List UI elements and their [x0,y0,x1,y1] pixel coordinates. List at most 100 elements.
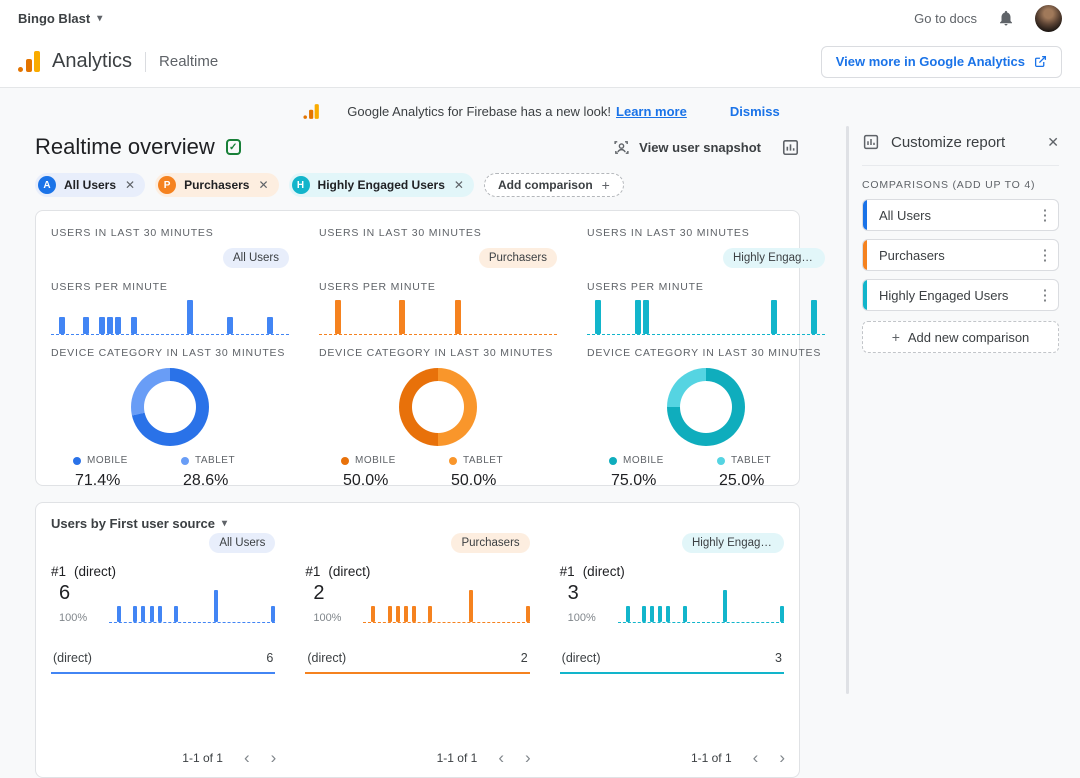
remove-chip-icon[interactable]: ✕ [258,178,269,192]
source-column-highly-engaged: Highly Engaged Users #1 (direct) 3 100% … [545,531,799,777]
more-options-icon[interactable]: ⋮ [1037,207,1053,224]
more-options-icon[interactable]: ⋮ [1037,287,1053,304]
users-per-minute-label: USERS PER MINUTE [51,281,168,293]
users-per-minute-label: USERS PER MINUTE [587,281,704,293]
comparison-color-bar [863,280,867,310]
legend-tablet: TABLET 25.0% [717,455,825,490]
prev-page-icon[interactable]: ‹ [498,748,504,767]
donut-hole [412,381,464,433]
user-avatar[interactable] [1035,4,1062,32]
top-source: (direct) [74,564,117,579]
close-panel-icon[interactable]: ✕ [1047,133,1059,150]
next-page-icon[interactable]: › [524,748,531,767]
dimension-selector[interactable]: Users by First user source ▾ [36,516,799,531]
device-category-label: DEVICE CATEGORY IN LAST 30 MINUTES [51,347,286,359]
add-new-comparison-button[interactable]: + Add new comparison [862,321,1059,353]
prev-page-icon[interactable]: ‹ [752,748,759,767]
add-comparison-button[interactable]: Add comparison + [483,173,624,197]
comparison-color-bar [863,200,867,230]
go-to-docs-link[interactable]: Go to docs [914,10,977,26]
table-row[interactable]: (direct) 6 [51,651,276,674]
column-chip: All Users [222,248,289,268]
realtime-card: USERS IN LAST 30 MINUTES All Users USERS… [35,210,825,489]
chip-label: Highly Engaged Users [317,178,445,192]
users-per-minute-chart [51,299,289,335]
comparison-item-label: All Users [879,207,932,223]
view-user-snapshot-button[interactable]: View user snapshot [613,139,761,156]
donut-hole [144,381,196,433]
pagination-label: 1-1 of 1 [690,750,732,765]
banner-text: Google Analytics for Firebase has a new … [347,103,612,119]
metric-row: 6 100% [51,582,276,624]
notifications-bell-icon[interactable] [997,9,1015,27]
column-chip-label: Purchasers [488,252,547,264]
column-chip-label: Highly Engaged Users [733,252,815,264]
view-more-in-ga-button[interactable]: View more in Google Analytics [820,45,1062,78]
table-row[interactable]: (direct) 3 [559,651,784,674]
metric-row: 2 100% [305,582,530,624]
next-page-icon[interactable]: › [779,748,785,767]
add-comparison-label: Add comparison [497,178,593,192]
chip-label: All Users [64,178,117,192]
donut-legend: MOBILE 75.0% TABLET 25.0% [587,455,825,490]
more-options-icon[interactable]: ⋮ [1037,247,1053,264]
legend-mobile: MOBILE 50.0% [341,455,449,490]
next-page-icon[interactable]: › [270,748,277,767]
check-glyph: ✓ [229,141,238,153]
external-link-icon [1034,55,1047,68]
learn-more-link[interactable]: Learn more [616,103,687,119]
plus-icon: + [601,177,610,193]
chip-purchasers[interactable]: P Purchasers ✕ [155,173,279,197]
device-donut-chart [131,368,209,446]
column-chip: Highly Engaged Users [723,248,825,268]
user-snapshot-icon [614,140,629,154]
row-source: (direct) [307,651,347,665]
mobile-label: MOBILE [623,455,664,466]
dismiss-link[interactable]: Dismiss [729,103,780,119]
panel-title: Customize report [891,133,1006,151]
analytics-banner-icon [303,103,320,119]
mobile-percent: 75.0% [611,472,657,489]
source-column-purchasers: Purchasers #1 (direct) 2 100% (direct) [290,531,544,777]
comparison-item-all-users[interactable]: All Users ⋮ [862,199,1059,231]
device-donut-chart [667,368,745,446]
realtime-column-purchasers: USERS IN LAST 30 MINUTES Purchasers USER… [304,227,572,490]
customize-report-button[interactable] [781,138,800,157]
column-chip-label: All Users [219,537,266,549]
project-switcher[interactable]: Bingo Blast ▾ [18,11,102,26]
remove-chip-icon[interactable]: ✕ [125,178,136,192]
chip-all-users[interactable]: A All Users ✕ [35,173,146,197]
mobile-dot [341,456,349,465]
column-chip-label: All Users [232,252,279,264]
chip-label: Purchasers [184,178,250,192]
comparison-color-bar [863,240,867,270]
top-source: (direct) [328,564,371,579]
analytics-logo-icon [18,51,41,72]
source-trend-chart [363,583,530,623]
source-trend-chart [617,583,784,623]
users-count: 6 [59,582,71,604]
comparison-item-purchasers[interactable]: Purchasers ⋮ [862,239,1059,271]
remove-chip-icon[interactable]: ✕ [453,178,464,192]
donut-legend: MOBILE 50.0% TABLET 50.0% [319,455,557,490]
mobile-label: MOBILE [87,455,128,466]
table-row[interactable]: (direct) 2 [305,651,530,674]
users-30min-label: USERS IN LAST 30 MINUTES [51,227,214,239]
chip-badge: P [158,176,177,194]
topbar: Bingo Blast ▾ Go to docs [0,0,1080,36]
tablet-dot [717,456,725,465]
users-count: 2 [313,582,325,604]
pagination-label: 1-1 of 1 [436,750,478,765]
top-source-row: #1 (direct) [560,564,784,579]
product-title: Analytics [52,50,133,72]
row-source: (direct) [561,651,601,665]
chip-highly-engaged[interactable]: H Highly Engaged Users ✕ [288,173,474,197]
prev-page-icon[interactable]: ‹ [243,748,250,767]
users-share: 100% [567,612,596,624]
legend-mobile: MOBILE 75.0% [609,455,717,490]
tablet-label: TABLET [731,455,772,466]
pagination: 1-1 of 1 ‹ › [691,749,785,766]
comparison-item-highly-engaged[interactable]: Highly Engaged Users ⋮ [862,279,1059,311]
customize-report-icon [863,134,879,150]
section-title: Realtime [159,53,219,70]
